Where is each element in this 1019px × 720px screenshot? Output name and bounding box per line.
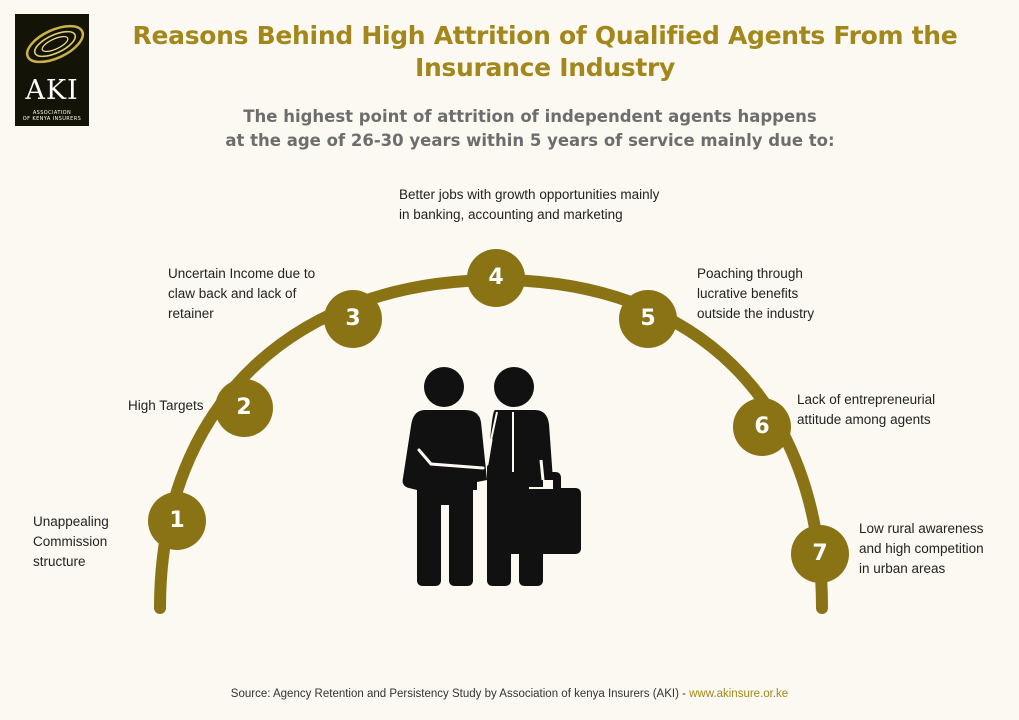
- reason-number-2: 2: [215, 379, 273, 437]
- source-text: Source: Agency Retention and Persistency…: [230, 688, 690, 700]
- reason-number-1: 1: [148, 492, 206, 550]
- reason-label-5: Poaching through lucrative benefits outs…: [697, 266, 815, 321]
- reason-label-7: Low rural awareness and high competition…: [859, 521, 984, 576]
- subtitle-line-2: at the age of 26-30 years within 5 years…: [225, 131, 835, 150]
- logo-swoosh-icon: [25, 24, 85, 64]
- subtitle-line-1: The highest point of attrition of indepe…: [243, 107, 817, 126]
- reason-number-6: 6: [733, 398, 791, 456]
- reason-label-2: High Targets: [128, 398, 204, 413]
- logo-name-line-1: ASSOCIATION: [32, 110, 72, 116]
- reason-label-6: Lack of entrepreneurial attitude among a…: [797, 392, 936, 427]
- source-link[interactable]: www.akinsure.or.ke: [689, 688, 789, 700]
- logo-name-line-2: OF KENYA INSURERS: [22, 116, 82, 122]
- aki-logo: AKI ASSOCIATION OF KENYA INSURERS: [15, 14, 89, 126]
- reason-number-3: 3: [324, 290, 382, 348]
- reason-number-5: 5: [619, 290, 677, 348]
- reason-label-3: Uncertain Income due to claw back and la…: [168, 266, 316, 321]
- logo-abbreviation: AKI: [25, 75, 79, 106]
- reason-number-4: 4: [467, 249, 525, 307]
- page-title: Reasons Behind High Attrition of Qualifi…: [132, 21, 958, 82]
- two-businessmen-icon: [402, 367, 581, 586]
- logo-full-name: ASSOCIATION OF KENYA INSURERS: [15, 110, 89, 122]
- reason-label-1: Unappealing Commission structure: [33, 514, 109, 569]
- source-footer: Source: Agency Retention and Persistency…: [0, 688, 1019, 700]
- page-subtitle: The highest point of attrition of indepe…: [150, 105, 910, 153]
- reason-label-4: Better jobs with growth opportunities ma…: [399, 187, 660, 222]
- reason-number-7: 7: [791, 525, 849, 583]
